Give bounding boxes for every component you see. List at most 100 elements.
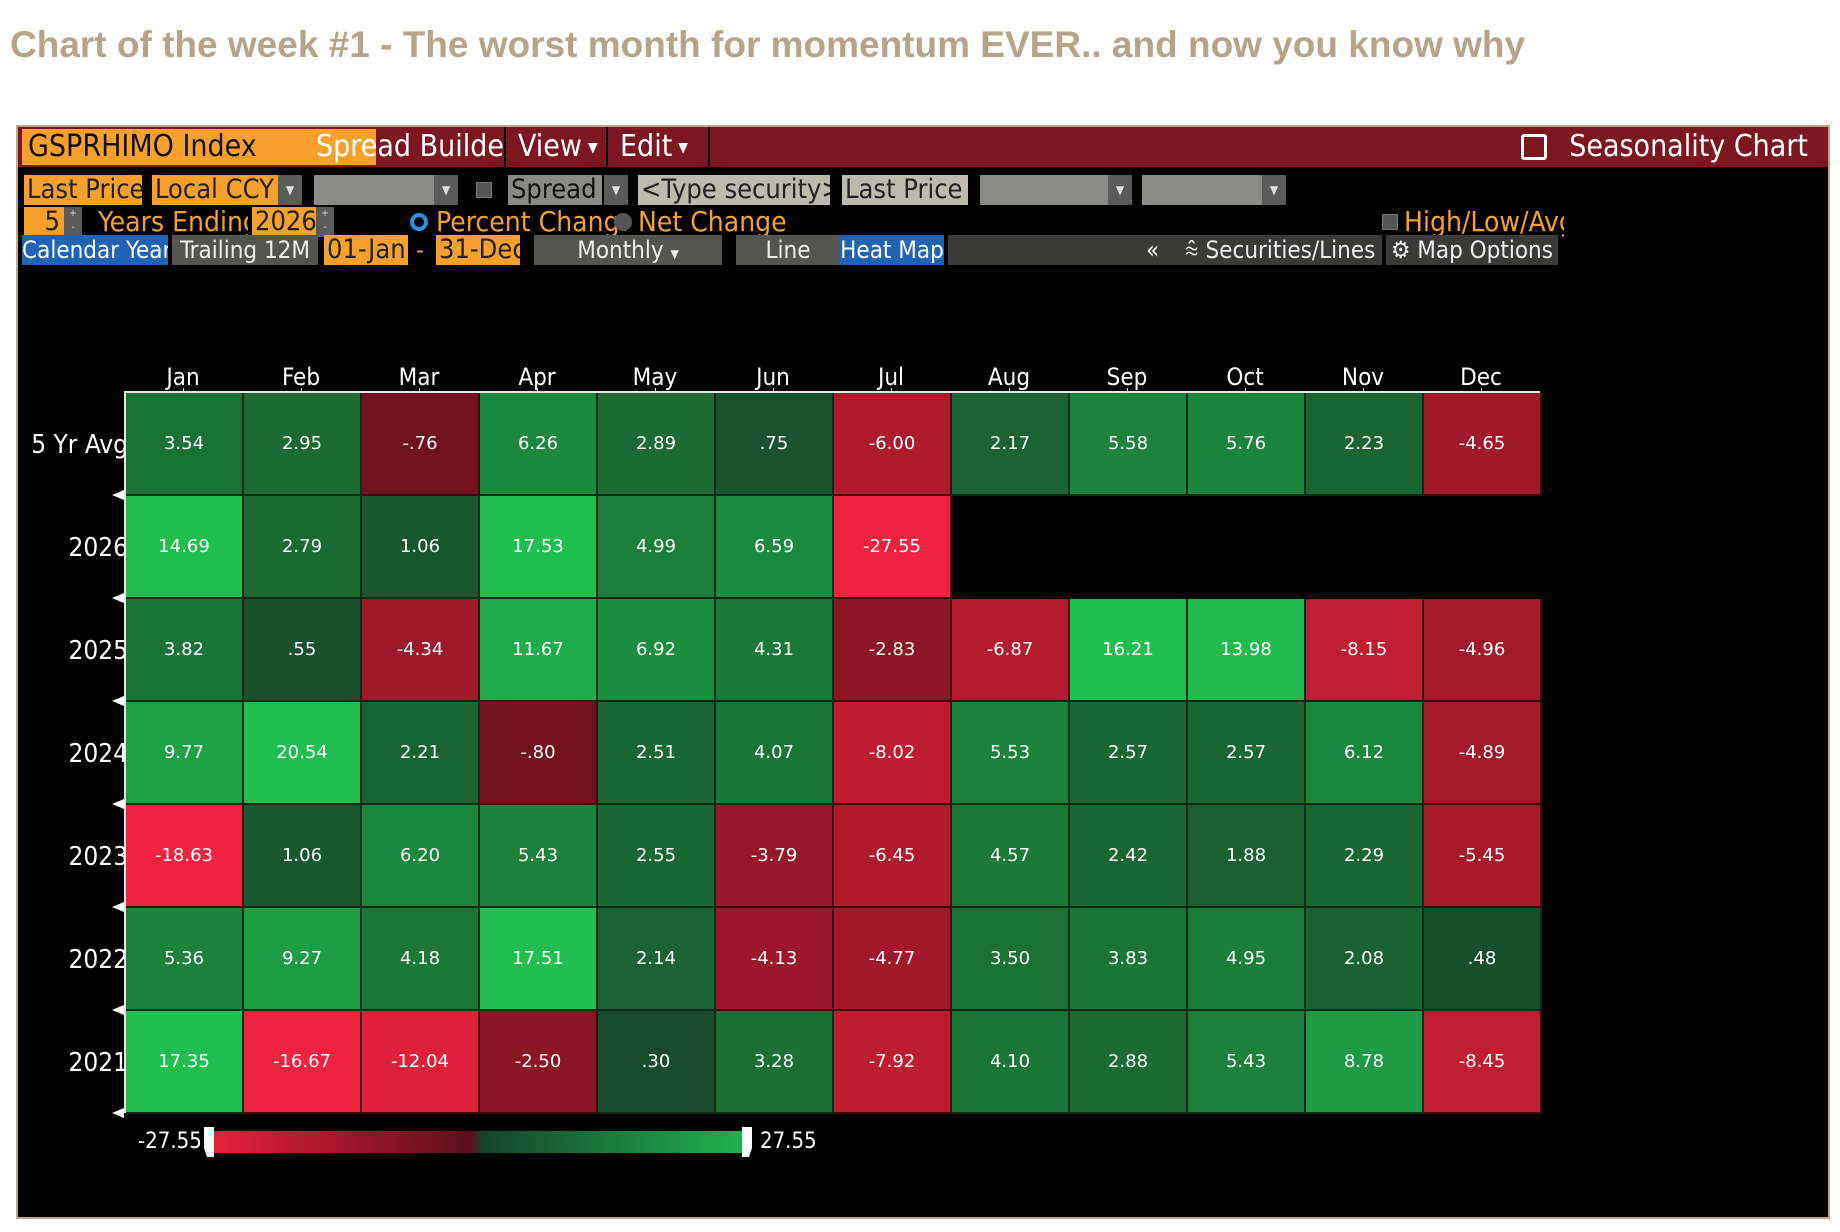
spread-dropdown[interactable]: ▼ <box>604 175 628 205</box>
heatmap-cell[interactable]: 1.88 <box>1188 805 1306 908</box>
securities-lines-button[interactable]: ⩯ Securities/Lines <box>1178 235 1382 265</box>
heatmap-cell[interactable]: -.76 <box>362 393 480 496</box>
heatmap-cell[interactable]: -6.00 <box>834 393 952 496</box>
heatmap-cell[interactable]: 13.98 <box>1188 599 1306 702</box>
tab-heat-map[interactable]: Heat Map <box>840 235 944 265</box>
heatmap-cell[interactable]: 1.06 <box>362 496 480 599</box>
seasonality-chart-title[interactable]: Seasonality Chart <box>1521 127 1808 167</box>
heatmap-cell[interactable]: 2.88 <box>1070 1011 1188 1114</box>
external-link-icon[interactable] <box>1521 134 1548 160</box>
heatmap-cell[interactable]: -7.92 <box>834 1011 952 1114</box>
heatmap-cell[interactable]: 17.35 <box>126 1011 244 1114</box>
heatmap-cell[interactable]: 3.54 <box>126 393 244 496</box>
blank-field-1[interactable] <box>314 175 434 205</box>
heatmap-cell[interactable]: -16.67 <box>244 1011 362 1114</box>
currency-dropdown[interactable]: ▼ <box>278 175 302 205</box>
years-stepper[interactable]: + - <box>64 207 82 237</box>
tab-trailing-12m[interactable]: Trailing 12M <box>172 235 318 265</box>
heatmap-cell[interactable]: -4.34 <box>362 599 480 702</box>
start-date-field[interactable]: 01-Jan <box>324 235 408 265</box>
heatmap-cell[interactable]: 8.78 <box>1306 1011 1424 1114</box>
spread-builder-menu[interactable]: Spread Builder <box>306 127 506 167</box>
blank-field-3[interactable] <box>1142 175 1262 205</box>
heatmap-cell[interactable]: 4.31 <box>716 599 834 702</box>
heatmap-cell[interactable]: -4.77 <box>834 908 952 1011</box>
percent-change-radio[interactable] <box>410 213 428 231</box>
heatmap-cell[interactable]: 5.76 <box>1188 393 1306 496</box>
heatmap-cell[interactable]: 2.29 <box>1306 805 1424 908</box>
heatmap-cell[interactable]: -4.13 <box>716 908 834 1011</box>
heatmap-cell[interactable]: -4.96 <box>1424 599 1542 702</box>
blank-dropdown-1[interactable]: ▼ <box>434 175 458 205</box>
tab-calendar-year[interactable]: Calendar Year <box>22 235 168 265</box>
spread-field[interactable]: Spread <box>508 175 602 205</box>
end-date-field[interactable]: 31-Dec <box>436 235 520 265</box>
heatmap-cell[interactable]: 3.82 <box>126 599 244 702</box>
heatmap-cell[interactable]: 5.43 <box>480 805 598 908</box>
heatmap-cell[interactable]: 20.54 <box>244 702 362 805</box>
heatmap-cell[interactable]: .30 <box>598 1011 716 1114</box>
heatmap-cell[interactable]: 17.53 <box>480 496 598 599</box>
heatmap-cell[interactable]: 5.58 <box>1070 393 1188 496</box>
heatmap-cell[interactable]: 2.08 <box>1306 908 1424 1011</box>
heatmap-cell[interactable]: 3.83 <box>1070 908 1188 1011</box>
heatmap-cell[interactable]: -3.79 <box>716 805 834 908</box>
heatmap-cell[interactable]: 3.28 <box>716 1011 834 1114</box>
heatmap-cell[interactable]: -8.02 <box>834 702 952 805</box>
map-options-button[interactable]: ⚙ Map Options <box>1386 235 1558 265</box>
heatmap-cell[interactable]: 4.10 <box>952 1011 1070 1114</box>
net-change-radio[interactable] <box>614 213 632 231</box>
heatmap-cell[interactable]: 6.92 <box>598 599 716 702</box>
view-menu[interactable]: View ▼ <box>508 127 608 167</box>
heatmap-cell[interactable]: -18.63 <box>126 805 244 908</box>
heatmap-cell[interactable]: 2.57 <box>1188 702 1306 805</box>
collapse-button[interactable]: « <box>1146 236 1160 264</box>
heatmap-cell[interactable]: 9.77 <box>126 702 244 805</box>
heatmap-cell[interactable]: 4.57 <box>952 805 1070 908</box>
security-input[interactable]: <Type security> <box>638 175 830 205</box>
heatmap-cell[interactable]: 2.79 <box>244 496 362 599</box>
heatmap-cell[interactable]: 2.23 <box>1306 393 1424 496</box>
heatmap-cell[interactable]: 6.20 <box>362 805 480 908</box>
ticker-field[interactable]: GSPRHIMO Index <box>22 129 376 165</box>
heatmap-cell[interactable]: -27.55 <box>834 496 952 599</box>
high-low-avg-checkbox[interactable] <box>1382 214 1398 230</box>
heatmap-cell[interactable]: 2.89 <box>598 393 716 496</box>
heatmap-cell[interactable]: 2.51 <box>598 702 716 805</box>
heatmap-cell[interactable]: -4.89 <box>1424 702 1542 805</box>
tab-line[interactable]: Line <box>736 235 840 265</box>
heatmap-cell[interactable]: 5.53 <box>952 702 1070 805</box>
heatmap-cell[interactable]: 2.14 <box>598 908 716 1011</box>
blank-dropdown-3[interactable]: ▼ <box>1262 175 1286 205</box>
scale-max-handle[interactable] <box>742 1127 752 1157</box>
heatmap-cell[interactable]: -2.50 <box>480 1011 598 1114</box>
edit-menu[interactable]: Edit ▼ <box>610 127 710 167</box>
heatmap-cell[interactable]: -.80 <box>480 702 598 805</box>
heatmap-cell[interactable]: -12.04 <box>362 1011 480 1114</box>
price-type-field-2[interactable]: Last Price <box>842 175 968 205</box>
heatmap-cell[interactable]: 17.51 <box>480 908 598 1011</box>
heatmap-cell[interactable]: 9.27 <box>244 908 362 1011</box>
years-field[interactable]: 5 <box>24 207 64 237</box>
heatmap-cell[interactable]: -6.87 <box>952 599 1070 702</box>
heatmap-cell[interactable]: -4.65 <box>1424 393 1542 496</box>
heatmap-cell[interactable]: 2.21 <box>362 702 480 805</box>
heatmap-cell[interactable]: 14.69 <box>126 496 244 599</box>
heatmap-cell[interactable]: 1.06 <box>244 805 362 908</box>
heatmap-cell[interactable]: .75 <box>716 393 834 496</box>
heatmap-cell[interactable]: 2.55 <box>598 805 716 908</box>
blank-field-2[interactable] <box>980 175 1108 205</box>
heatmap-cell[interactable]: 6.12 <box>1306 702 1424 805</box>
end-year-stepper[interactable]: + - <box>316 207 334 237</box>
heatmap-cell[interactable]: 2.95 <box>244 393 362 496</box>
scale-min-handle[interactable] <box>204 1127 214 1157</box>
heatmap-cell[interactable]: 4.07 <box>716 702 834 805</box>
blank-dropdown-2[interactable]: ▼ <box>1108 175 1132 205</box>
period-dropdown[interactable]: Monthly ▼ <box>534 235 722 265</box>
heatmap-cell[interactable]: 11.67 <box>480 599 598 702</box>
heatmap-cell[interactable]: 6.26 <box>480 393 598 496</box>
heatmap-cell[interactable]: 2.42 <box>1070 805 1188 908</box>
heatmap-cell[interactable]: 3.50 <box>952 908 1070 1011</box>
price-type-field[interactable]: Last Price <box>24 175 142 205</box>
heatmap-cell[interactable]: 4.99 <box>598 496 716 599</box>
